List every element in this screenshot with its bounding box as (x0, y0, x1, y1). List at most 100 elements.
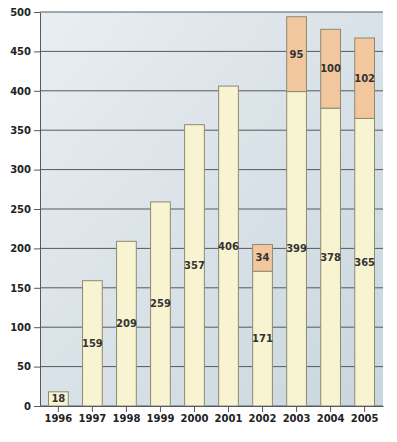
tick-mark (126, 406, 127, 412)
tick-mark (34, 51, 40, 52)
data-label: 18 (51, 393, 65, 404)
tick: 100 (10, 322, 40, 333)
tick-label: 2004 (317, 413, 345, 424)
axis-line (40, 13, 41, 407)
tick-mark (34, 406, 40, 407)
tick-label: 200 (10, 243, 31, 254)
bar (83, 281, 103, 406)
chart: 18 159 209 259 357 406 171 399 378 365 34 95 100 102 0… (0, 0, 397, 442)
tick-label: 150 (10, 283, 31, 294)
bar (355, 38, 375, 118)
tick-mark (262, 406, 263, 412)
plot: 18 159 209 259 357 406 171 399 378 365 34 95 100 102 0… (10, 7, 383, 424)
plot-background (40, 12, 383, 406)
tick-label: 2000 (181, 413, 209, 424)
bar (151, 202, 171, 406)
data-label: 357 (184, 260, 205, 271)
tick: 200 (10, 243, 40, 254)
data-label: 399 (286, 243, 307, 254)
data-labels: 18 159 209 259 357 406 171 399 378 365 34 95 100 102 (51, 49, 375, 405)
tick: 2000 (181, 406, 209, 424)
tick: 1999 (147, 406, 175, 424)
tick: 1996 (44, 406, 72, 424)
data-label: 34 (256, 252, 270, 263)
tick: 450 (10, 46, 40, 57)
tick-label: 450 (10, 46, 31, 57)
tick-mark (34, 288, 40, 289)
tick-label: 500 (10, 7, 31, 18)
tick-mark (34, 367, 40, 368)
bar (287, 17, 307, 92)
tick: 250 (10, 204, 40, 215)
tick-mark (34, 248, 40, 249)
data-label: 259 (150, 298, 171, 309)
tick: 400 (10, 86, 40, 97)
data-label: 171 (252, 333, 273, 344)
grid-line (40, 12, 383, 13)
tick-mark (330, 406, 331, 412)
tick-label: 1996 (44, 413, 72, 424)
tick-label: 100 (10, 322, 31, 333)
x-axis: 1996 1997 1998 1999 2000 2001 2002 2003 2004 2005 (41, 406, 384, 424)
bar (219, 86, 239, 406)
tick: 0 (24, 401, 40, 412)
tick-mark (34, 327, 40, 328)
tick: 2002 (249, 406, 277, 424)
grid (40, 12, 383, 406)
tick-label: 300 (10, 164, 31, 175)
tick-mark (34, 130, 40, 131)
tick-mark (296, 406, 297, 412)
tick: 500 (10, 7, 40, 18)
tick-mark (228, 406, 229, 412)
tick-mark (160, 406, 161, 412)
data-label: 378 (320, 252, 341, 263)
data-label: 159 (82, 338, 103, 349)
bar (253, 271, 273, 406)
tick-label: 2003 (283, 413, 311, 424)
tick: 2001 (215, 406, 243, 424)
tick: 350 (10, 125, 40, 136)
data-label: 100 (320, 63, 341, 74)
tick-mark (92, 406, 93, 412)
y-axis: 0 50 100 150 200 250 300 350 400 450 500 (10, 7, 40, 412)
tick-label: 1998 (113, 413, 141, 424)
tick-mark (364, 406, 365, 412)
tick-label: 2001 (215, 413, 243, 424)
tick: 2005 (351, 406, 379, 424)
tick-mark (34, 209, 40, 210)
tick-mark (34, 170, 40, 171)
tick-label: 400 (10, 86, 31, 97)
bar (49, 392, 69, 406)
data-label: 406 (218, 241, 239, 252)
data-label: 365 (354, 257, 375, 268)
tick-mark (34, 12, 40, 13)
tick: 50 (17, 361, 40, 372)
tick-label: 1999 (147, 413, 175, 424)
bar (321, 108, 341, 406)
tick-mark (34, 91, 40, 92)
tick-mark (58, 406, 59, 412)
tick: 1998 (113, 406, 141, 424)
data-label: 102 (354, 73, 375, 84)
tick: 2003 (283, 406, 311, 424)
data-label: 95 (290, 49, 304, 60)
data-label: 209 (116, 318, 137, 329)
tick-label: 0 (24, 401, 31, 412)
tick-mark (194, 406, 195, 412)
tick: 300 (10, 164, 40, 175)
tick-label: 350 (10, 125, 31, 136)
tick: 1997 (78, 406, 106, 424)
tick-label: 2005 (351, 413, 379, 424)
tick-label: 2002 (249, 413, 277, 424)
bars (49, 17, 375, 406)
tick: 150 (10, 283, 40, 294)
tick: 2004 (317, 406, 345, 424)
tick-label: 250 (10, 204, 31, 215)
bar (185, 125, 205, 406)
bar (117, 241, 137, 406)
bar (253, 244, 273, 271)
tick-label: 50 (17, 361, 31, 372)
bar (321, 29, 341, 108)
bar (355, 118, 375, 406)
tick-label: 1997 (78, 413, 106, 424)
